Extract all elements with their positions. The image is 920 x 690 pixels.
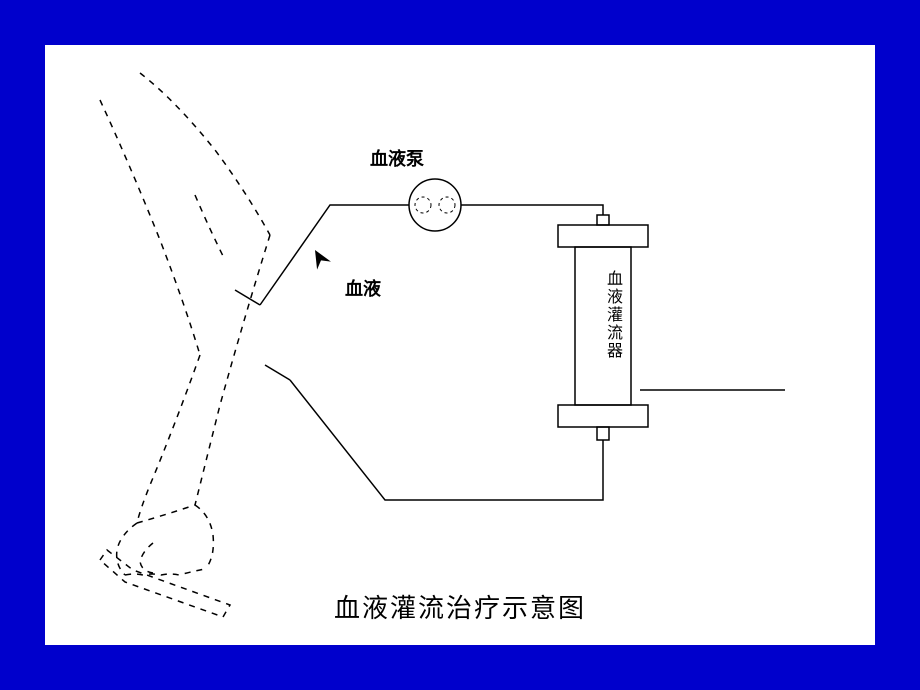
label-blood: 血液 xyxy=(345,275,381,301)
blood-arrow xyxy=(308,246,331,270)
label-perfuser: 血液灌流器 xyxy=(600,270,624,360)
diagram-panel: 血液泵 血液 血液灌流器 血液灌流治疗示意图 xyxy=(45,45,875,645)
arm-outline xyxy=(100,73,270,617)
needle-lines xyxy=(235,290,290,380)
diagram-caption: 血液灌流治疗示意图 xyxy=(334,588,586,625)
circuit-tubing xyxy=(260,205,785,500)
label-pump: 血液泵 xyxy=(370,145,424,171)
pump-symbol xyxy=(409,179,461,231)
diagram-svg xyxy=(45,45,875,645)
